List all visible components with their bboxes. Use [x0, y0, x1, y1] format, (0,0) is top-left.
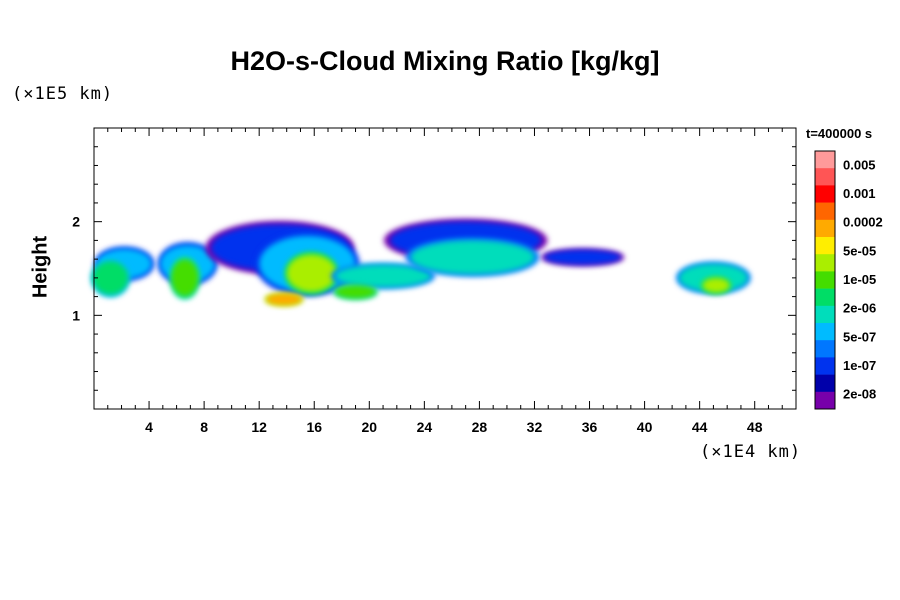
x-tick-label: 36 [582, 419, 598, 435]
x-tick-label: 48 [747, 419, 763, 435]
x-tick-label: 8 [200, 419, 208, 435]
x-tick-label: 24 [417, 419, 433, 435]
x-tick-label: 40 [637, 419, 653, 435]
colorbar-swatch [815, 323, 835, 341]
colorbar-label: 5e-07 [843, 329, 876, 344]
cloud-blob [286, 254, 337, 292]
colorbar-swatch [815, 219, 835, 238]
colorbar-label: 1e-05 [843, 272, 876, 287]
cloud-blob [544, 249, 622, 265]
cloud-blob [334, 285, 377, 299]
colorbar-swatch [815, 271, 835, 289]
colorbar-label: 2e-08 [843, 387, 876, 402]
colorbar-swatch [815, 305, 835, 324]
cloud-blob [410, 240, 535, 275]
x-tick-label: 4 [145, 419, 153, 435]
x-tick-label: 20 [362, 419, 378, 435]
colorbar-swatch [815, 340, 835, 358]
x-tick-label: 16 [306, 419, 322, 435]
colorbar-swatch [815, 391, 835, 410]
colorbar-label: 0.001 [843, 186, 876, 201]
colorbar-swatch [815, 237, 835, 255]
cloud-field [91, 218, 751, 306]
y-tick-label: 1 [72, 307, 80, 323]
cloud-blob [266, 293, 302, 306]
colorbar-swatch [815, 288, 835, 307]
colorbar-label: 0.0002 [843, 215, 883, 230]
chart-title: H2O-s-Cloud Mixing Ratio [kg/kg] [230, 46, 660, 76]
colorbar-swatch [815, 202, 835, 221]
cloud-blob [702, 277, 730, 293]
colorbar-swatch [815, 357, 835, 375]
cloud-blob [334, 264, 432, 288]
colorbar-swatch [815, 185, 835, 203]
colorbar: 0.005 0.001 0.0002 5e-05 1e-05 2e-06 5e-07 1e-0… [814, 150, 883, 410]
colorbar-frame [814, 150, 836, 410]
cloud-blob [171, 259, 199, 297]
colorbar-swatch [815, 374, 835, 393]
colorbar-swatch [815, 254, 835, 272]
colorbar-swatch [815, 151, 835, 169]
colorbar-swatch [815, 168, 835, 186]
cloud-blob [92, 261, 129, 295]
colorbar-label: 5e-05 [843, 243, 876, 258]
y-axis-unit: (×1E5 km) [12, 84, 114, 104]
x-tick-label: 12 [251, 419, 267, 435]
colorbar-label: 0.005 [843, 157, 876, 172]
y-tick-label: 2 [72, 214, 80, 230]
x-axis-unit: (×1E4 km) [700, 442, 802, 462]
colorbar-label: 2e-06 [843, 301, 876, 316]
x-tick-label: 32 [527, 419, 543, 435]
plot-frame [93, 127, 797, 410]
time-label: t=400000 s [806, 126, 873, 141]
x-tick-label: 44 [692, 419, 708, 435]
x-tick-label: 28 [472, 419, 488, 435]
colorbar-label: 1e-07 [843, 358, 876, 373]
